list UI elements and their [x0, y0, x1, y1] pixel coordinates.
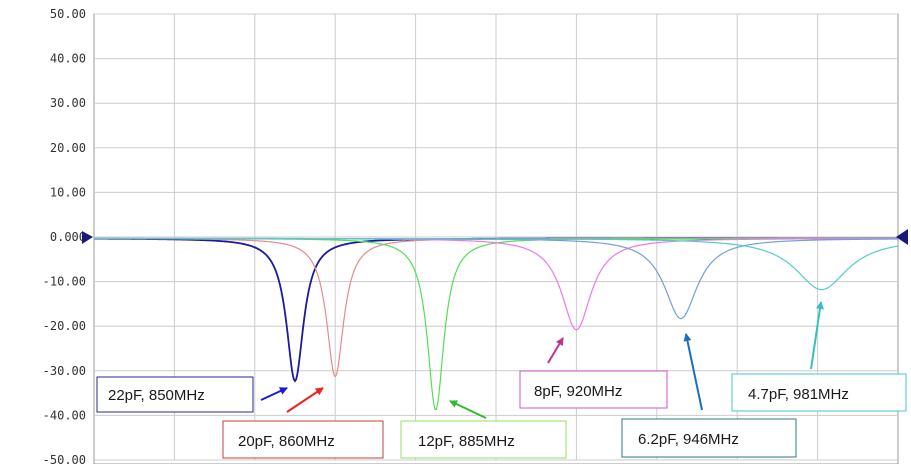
y-tick-label: 50.00 [50, 7, 86, 21]
annotation-label: 22pF, 850MHz [108, 387, 205, 404]
annotation-label: 20pF, 860MHz [238, 433, 335, 450]
annotation-label: 12pF, 885MHz [418, 433, 515, 450]
series-line-981mhz [94, 237, 899, 291]
annotation-12pf: 12pF, 885MHz [400, 400, 567, 459]
annotation-box [519, 370, 668, 409]
annotation-label: 4.7pF, 981MHz [748, 386, 849, 403]
annotation-box [621, 418, 797, 458]
y-tick-label: 20.00 [50, 141, 86, 155]
annotation-box [222, 420, 384, 459]
annotation-4-7pf: 4.7pF, 981MHz [731, 301, 907, 412]
y-tick-label: 30.00 [50, 96, 86, 110]
y-tick-label: 10.00 [50, 185, 86, 199]
annotation-box [96, 376, 254, 413]
annotation-arrow [260, 387, 288, 401]
y-tick-label: -10.00 [43, 275, 86, 289]
annotation-label: 6.2pF, 946MHz [638, 431, 739, 448]
annotation-arrow [547, 337, 564, 364]
annotation-20pf: 20pF, 860MHz [222, 387, 384, 459]
y-tick-label: 0.000 [50, 230, 86, 244]
right-reference-marker [896, 229, 908, 245]
y-axis-ticks: 50.00 40.00 30.00 20.00 10.00 0.000 -10.00 -20.… [43, 7, 86, 464]
annotation-8pf: 8pF, 920MHz [519, 337, 668, 409]
annotation-label: 8pF, 920MHz [534, 383, 622, 400]
y-tick-label: -50.00 [43, 453, 86, 464]
y-tick-label: 40.00 [50, 52, 86, 66]
annotation-arrow [683, 333, 703, 411]
y-tick-label: -30.00 [43, 364, 86, 378]
y-tick-label: -40.00 [43, 408, 86, 422]
y-tick-label: -20.00 [43, 319, 86, 333]
annotation-arrow [449, 400, 487, 419]
annotation-22pf: 22pF, 850MHz [96, 376, 288, 413]
annotation-arrow [286, 387, 324, 413]
annotation-6-2pf: 6.2pF, 946MHz [621, 333, 797, 458]
annotation-arrow [810, 301, 824, 370]
annotation-box [400, 420, 567, 459]
series-lines [93, 237, 899, 411]
annotation-box [731, 373, 907, 412]
left-reference-marker [82, 231, 93, 244]
